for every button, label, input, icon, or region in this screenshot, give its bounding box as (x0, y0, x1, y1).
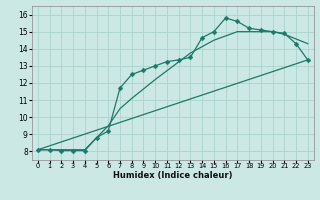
X-axis label: Humidex (Indice chaleur): Humidex (Indice chaleur) (113, 171, 233, 180)
